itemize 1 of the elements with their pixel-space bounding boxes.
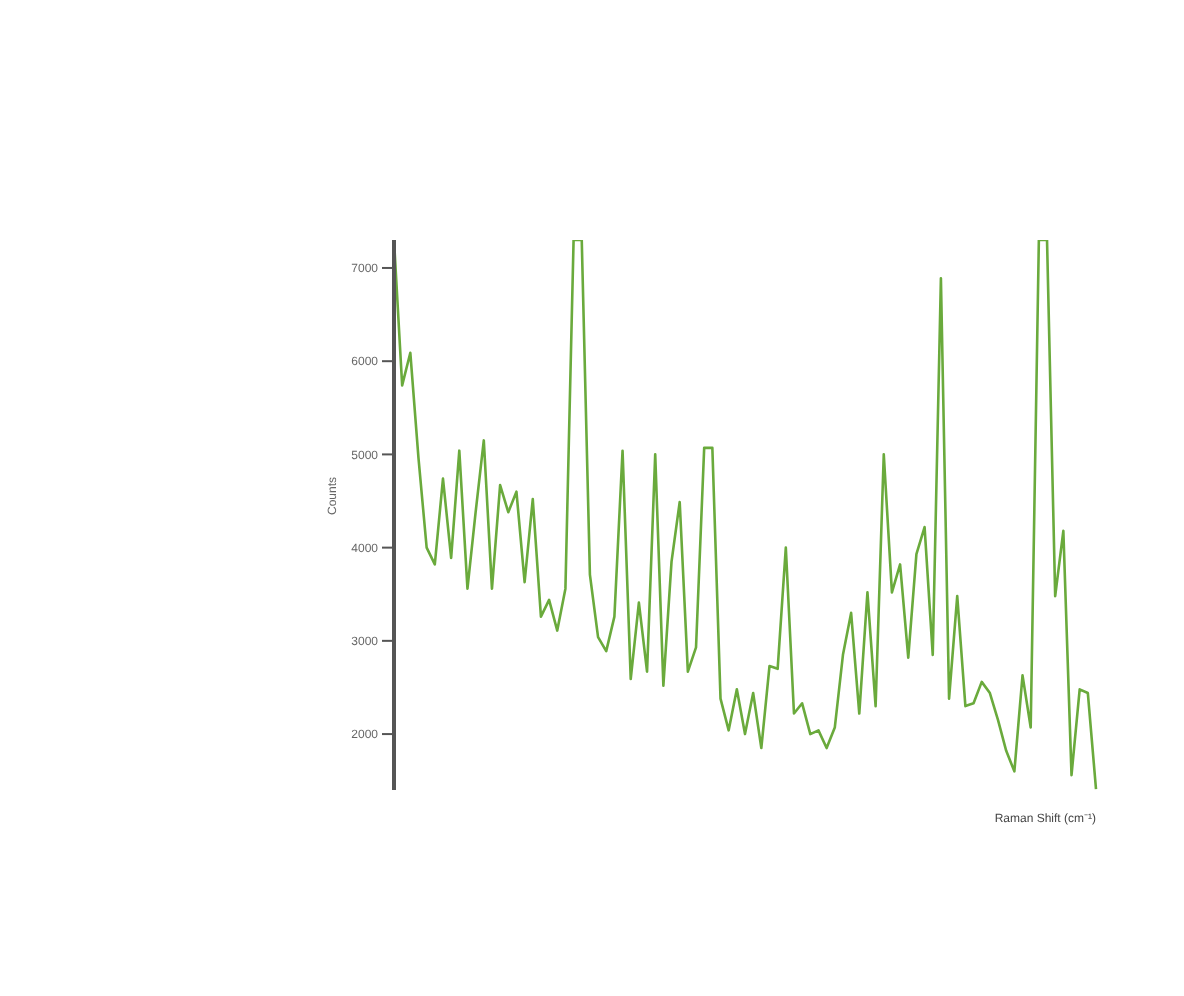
line-series [392, 240, 1098, 790]
